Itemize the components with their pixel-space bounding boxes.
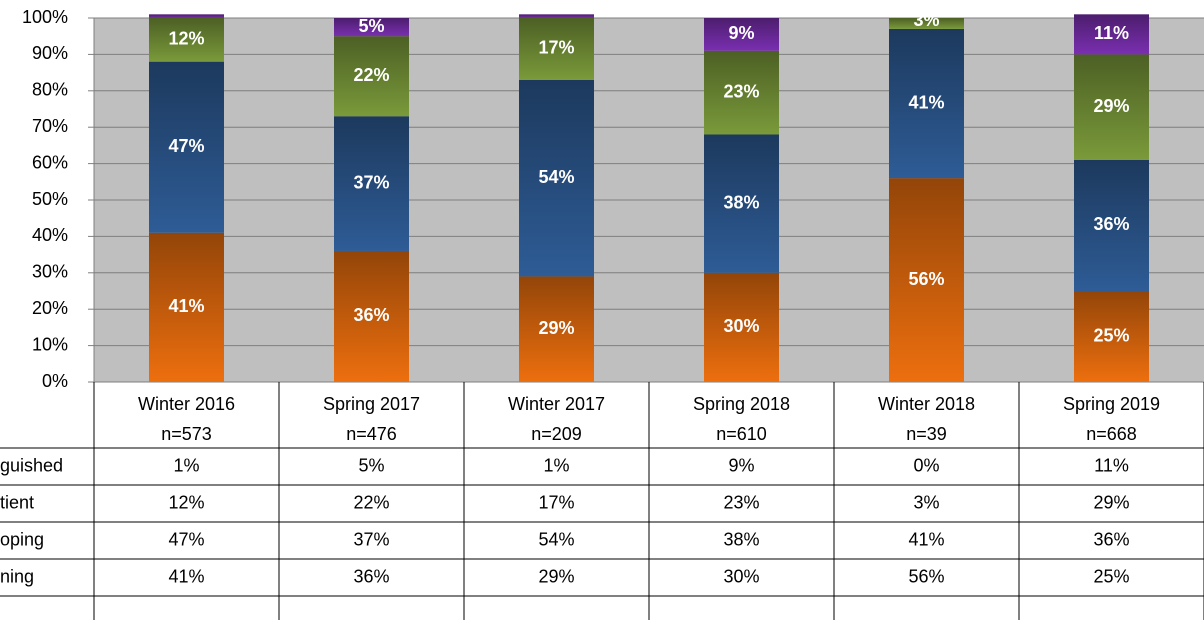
sample-size: n=476 [346, 424, 397, 444]
table-cell: 36% [353, 566, 389, 586]
table-cell: 29% [1093, 492, 1129, 512]
table-cell: 38% [723, 529, 759, 549]
y-tick-label: 70% [32, 116, 68, 136]
bar-shade [149, 18, 224, 62]
table-cell: 54% [538, 529, 574, 549]
data-label: 3% [913, 10, 939, 30]
y-tick-label: 90% [32, 43, 68, 63]
data-label: 9% [728, 23, 754, 43]
table-cell: 23% [723, 492, 759, 512]
sample-size: n=39 [906, 424, 947, 444]
table-cell: 1% [543, 455, 569, 475]
y-tick-label: 10% [32, 334, 68, 354]
data-label: 11% [1094, 23, 1129, 43]
table-cell: 37% [353, 529, 389, 549]
bar-shade [149, 232, 224, 382]
data-label: 30% [723, 316, 759, 336]
data-label: 38% [723, 192, 759, 212]
table-cell: 25% [1093, 566, 1129, 586]
bar-shade [519, 14, 594, 18]
bar-shade [1074, 54, 1149, 160]
data-label: 36% [353, 305, 389, 325]
bar-shade [149, 61, 224, 233]
bar-shade [1074, 14, 1149, 55]
bar-shade [704, 18, 779, 51]
data-label: 37% [353, 172, 389, 192]
sample-size: n=668 [1086, 424, 1137, 444]
y-tick-label: 40% [32, 225, 68, 245]
y-tick-label: 100% [22, 7, 68, 27]
bar-shade [334, 18, 409, 37]
table-cell: 22% [353, 492, 389, 512]
data-label: 29% [538, 318, 574, 338]
y-tick-label: 30% [32, 262, 68, 282]
table-cell: 1% [173, 455, 199, 475]
y-tick-label: 0% [42, 371, 68, 391]
sample-size: n=209 [531, 424, 582, 444]
sample-size: n=610 [716, 424, 767, 444]
data-label: 5% [358, 16, 384, 36]
bar-shade [334, 250, 409, 382]
table-cell: 0% [913, 455, 939, 475]
data-label: 41% [908, 92, 944, 112]
table-cell: 56% [908, 566, 944, 586]
data-label: 47% [168, 136, 204, 156]
bar-shade [704, 272, 779, 382]
table-cell: 9% [728, 455, 754, 475]
data-label: 12% [168, 29, 204, 49]
table-cell: 29% [538, 566, 574, 586]
data-label: 25% [1093, 325, 1129, 345]
bar-shade [889, 28, 964, 179]
row-label: oping [0, 529, 44, 549]
sample-size: n=573 [161, 424, 212, 444]
table-cell: 12% [168, 492, 204, 512]
y-tick-label: 50% [32, 189, 68, 209]
bar-shade [149, 14, 224, 18]
x-tick-label: Spring 2017 [323, 394, 420, 414]
data-label: 41% [168, 296, 204, 316]
data-label: 36% [1093, 214, 1129, 234]
bar-shade [1074, 159, 1149, 291]
data-label: 29% [1093, 96, 1129, 116]
table-cell: 41% [908, 529, 944, 549]
data-label: 56% [908, 269, 944, 289]
data-label: 22% [353, 65, 389, 85]
row-label: tient [0, 492, 34, 512]
data-label: 23% [723, 81, 759, 101]
table-cell: 17% [538, 492, 574, 512]
y-tick-label: 20% [32, 298, 68, 318]
x-tick-label: Winter 2017 [508, 394, 605, 414]
row-label: ning [0, 566, 34, 586]
row-label: guished [0, 455, 63, 475]
table-cell: 30% [723, 566, 759, 586]
bar-shade [519, 18, 594, 80]
y-tick-label: 80% [32, 80, 68, 100]
x-tick-label: Winter 2016 [138, 394, 235, 414]
x-tick-label: Spring 2019 [1063, 394, 1160, 414]
x-tick-label: Winter 2018 [878, 394, 975, 414]
table-cell: 36% [1093, 529, 1129, 549]
x-tick-label: Spring 2018 [693, 394, 790, 414]
bar-shade [889, 18, 964, 29]
table-cell: 11% [1094, 455, 1129, 475]
bar-shade [519, 276, 594, 382]
bar-shade [519, 79, 594, 277]
table-cell: 47% [168, 529, 204, 549]
table-cell: 3% [913, 492, 939, 512]
table-cell: 5% [358, 455, 384, 475]
data-label: 17% [538, 38, 574, 58]
bar-shade [704, 50, 779, 135]
table-cell: 41% [168, 566, 204, 586]
bar-shade [704, 134, 779, 273]
data-label: 54% [538, 167, 574, 187]
y-tick-label: 60% [32, 152, 68, 172]
bar-shade [889, 178, 964, 382]
bar-shade [334, 36, 409, 117]
bar-shade [334, 116, 409, 251]
bar-shade [1074, 291, 1149, 382]
